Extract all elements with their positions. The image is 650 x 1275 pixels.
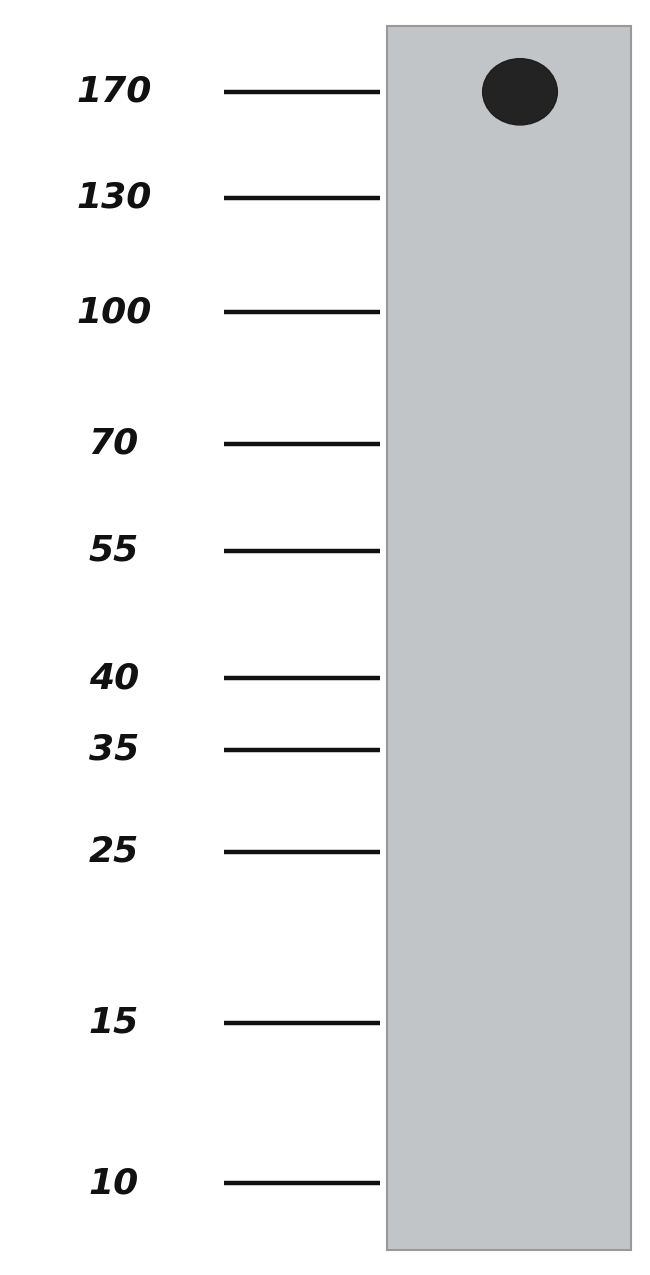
FancyBboxPatch shape	[387, 26, 630, 1250]
Text: 70: 70	[88, 427, 139, 460]
Text: 15: 15	[88, 1006, 139, 1039]
Text: 35: 35	[88, 733, 139, 766]
Text: 130: 130	[76, 181, 151, 214]
Text: 100: 100	[76, 296, 151, 329]
Text: 25: 25	[88, 835, 139, 868]
Ellipse shape	[482, 59, 558, 125]
Text: 170: 170	[76, 75, 151, 108]
Text: 40: 40	[88, 662, 139, 695]
Text: 10: 10	[88, 1167, 139, 1200]
Text: 55: 55	[88, 534, 139, 567]
